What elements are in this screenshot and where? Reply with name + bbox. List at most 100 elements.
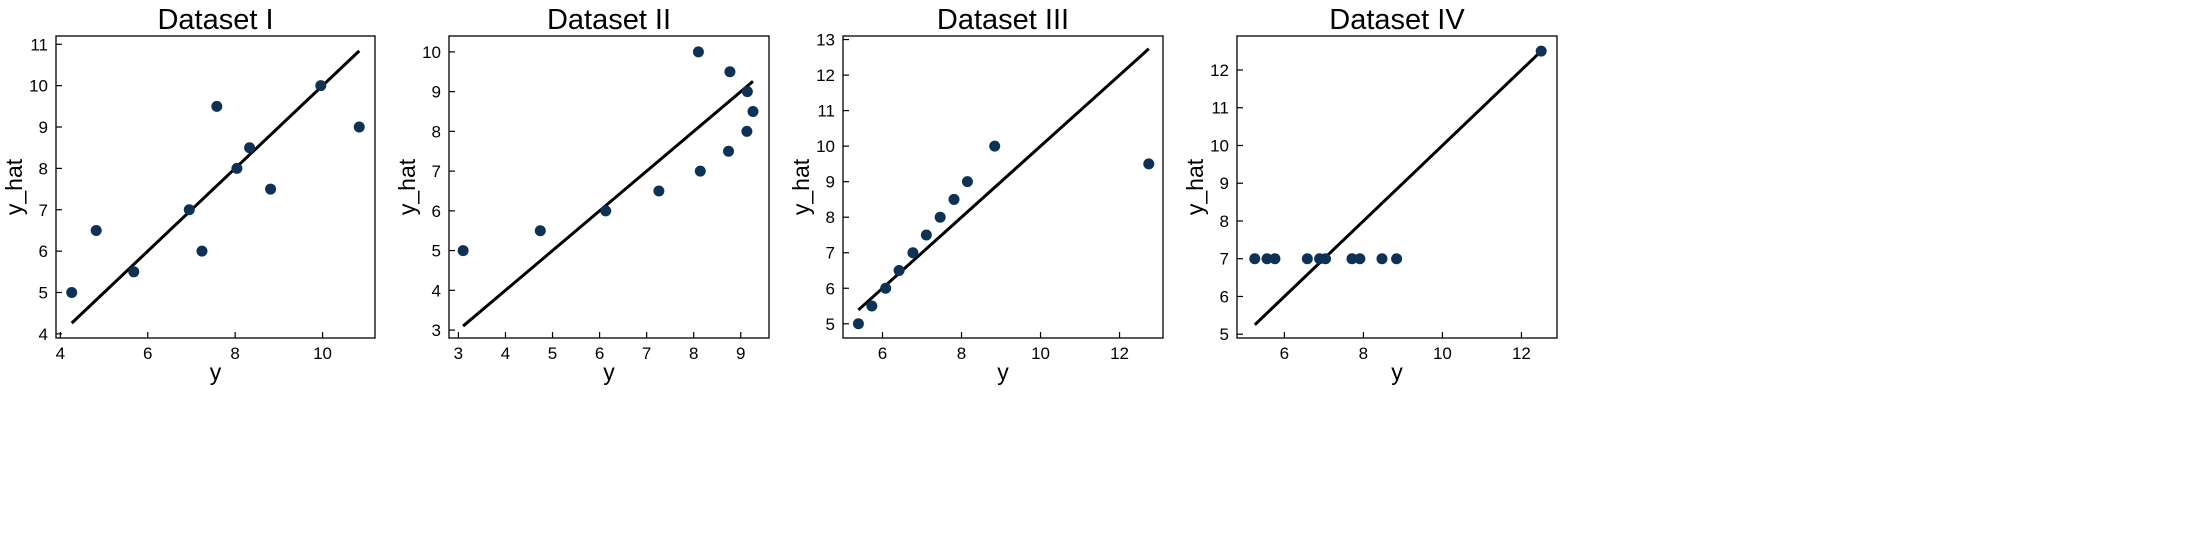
data-point [265,183,277,195]
y-tick-label: 4 [432,281,441,300]
y-tick-label: 11 [1211,99,1229,118]
y-tick-label: 10 [29,77,48,96]
data-point [747,106,759,117]
data-point [694,165,706,177]
data-point [1346,253,1358,265]
y-tick-label: 5 [39,283,48,302]
chart-title: Dataset III [937,4,1069,36]
y-tick-label: 13 [816,31,835,50]
y-tick-label: 7 [826,244,835,263]
data-point [852,318,864,330]
x-tick-label: 10 [1433,344,1452,363]
x-tick-label: 6 [595,344,604,363]
x-tick-label: 8 [230,344,239,363]
data-point [1269,253,1281,265]
data-point [1301,253,1313,265]
regression-line [857,47,1150,312]
y-axis-label: y_hat [1182,158,1208,215]
data-point [1143,158,1155,170]
x-axis-label: y [997,359,1009,385]
y-tick-label: 6 [826,279,835,298]
y-tick-label: 3 [432,321,441,340]
regression-line [1253,50,1543,326]
data-point [989,140,1001,152]
chart-title: Dataset II [547,4,671,36]
y-tick-label: 9 [39,118,48,137]
data-point [741,125,753,137]
x-tick-label: 10 [313,344,332,363]
x-tick-label: 8 [957,344,966,363]
data-point [653,185,665,197]
data-point [196,245,208,257]
plot-frame [1236,35,1558,339]
x-tick-label: 9 [736,344,745,363]
data-point [244,142,256,154]
y-axis-label: y_hat [1,158,27,215]
x-tick-label: 8 [689,344,698,363]
data-point [1535,45,1547,57]
regression-line [70,49,361,325]
x-axis-label: y [1391,359,1403,385]
x-tick-label: 6 [878,344,887,363]
data-point [692,46,704,58]
x-tick-label: 8 [1359,344,1368,363]
x-tick-label: 6 [143,344,152,363]
y-tick-label: 10 [1210,136,1229,155]
y-tick-label: 5 [1220,325,1229,344]
x-axis-label: y [210,359,222,385]
data-point [880,282,892,294]
y-tick-label: 10 [816,137,835,156]
y-tick-label: 11 [30,35,48,54]
y-tick-label: 6 [39,242,48,261]
data-point [866,300,878,312]
data-point [920,229,932,241]
chart-title: Dataset IV [1329,4,1465,36]
data-point [1376,253,1388,265]
y-tick-label: 8 [432,122,441,141]
y-tick-label: 6 [432,202,441,221]
data-point [1391,253,1403,265]
data-point [600,205,612,217]
y-tick-label: 9 [1220,174,1229,193]
y-tick-label: 5 [826,315,835,334]
x-axis-label: y [603,359,615,385]
y-tick-label: 8 [1220,212,1229,231]
data-point [128,266,140,278]
data-point [723,145,735,157]
y-tick-label: 11 [817,102,835,121]
y-tick-label: 7 [1220,250,1229,269]
data-point [1354,253,1366,265]
y-axis-label: y_hat [394,158,420,215]
plot-frame [55,35,376,339]
data-point [183,204,195,216]
plot-frame [842,35,1164,339]
chart-panel-2: 3 4 5 6 7 8 9 3 4 5 6 7 8 9 10 Dataset II y y_hat [394,4,770,385]
data-point [1261,253,1273,265]
data-point [457,245,469,257]
data-point [934,211,946,223]
y-tick-label: 8 [826,208,835,227]
data-point [741,86,753,98]
y-tick-label: 6 [1220,287,1229,306]
data-point [724,66,736,78]
x-tick-label: 4 [501,344,510,363]
chart-panel-3: 6 8 10 12 5 6 7 8 9 10 11 12 13 Dataset III y y_hat [788,4,1164,385]
data-point [1249,253,1261,265]
y-tick-label: 12 [816,66,835,85]
y-tick-label: 7 [432,162,441,181]
x-tick-label: 12 [1512,344,1531,363]
chart-panel-1: 4 6 8 10 4 5 6 7 8 9 10 11 Dataset I y y_hat [1,4,376,385]
x-tick-label: 5 [548,344,557,363]
x-tick-label: 3 [454,344,463,363]
data-point [90,224,102,236]
data-point [907,247,919,259]
y-tick-label: 5 [432,242,441,261]
data-point [948,193,960,205]
chart-title: Dataset I [157,4,273,36]
y-axis-label: y_hat [788,158,814,215]
y-tick-label: 8 [39,159,48,178]
data-point [231,162,243,174]
x-tick-label: 12 [1110,344,1129,363]
y-tick-label: 10 [422,43,441,62]
